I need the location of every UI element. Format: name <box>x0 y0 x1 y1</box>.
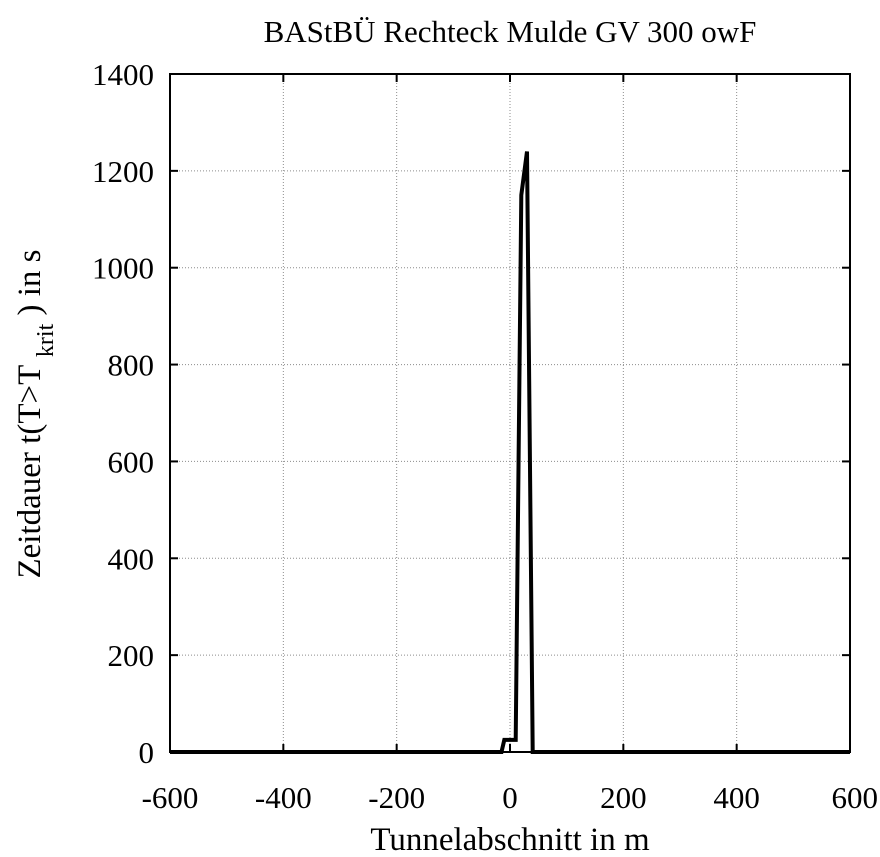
grid <box>170 74 850 752</box>
y-axis-label-suffix: ) in s <box>12 250 48 316</box>
chart-title: BAStBÜ Rechteck Mulde GV 300 owF <box>264 14 757 49</box>
y-tick-label: 1000 <box>92 251 154 286</box>
y-tick-label: 600 <box>108 444 155 479</box>
series-line <box>170 151 850 754</box>
x-tick-label: -400 <box>255 780 312 815</box>
x-tick-label: 400 <box>713 780 760 815</box>
y-tick-label: 400 <box>108 541 155 576</box>
x-tick-label: 600 <box>832 780 879 815</box>
y-tick-label: 200 <box>108 638 155 673</box>
x-tick-labels: -600 -400 -200 0 200 400 600 <box>142 780 878 815</box>
y-axis-label: Zeitdauer t(T>T krit ) in s <box>12 250 59 579</box>
x-tick-label: 200 <box>600 780 647 815</box>
y-tick-label: 1200 <box>92 154 154 189</box>
plot-series <box>170 151 850 754</box>
y-tick-label: 0 <box>139 735 155 770</box>
y-axis-label-subscript: krit <box>33 323 59 357</box>
y-tick-labels: 0 200 400 600 800 1000 1200 1400 <box>92 57 154 770</box>
x-tick-label: -200 <box>368 780 425 815</box>
x-tick-label: -600 <box>142 780 199 815</box>
y-axis-label-prefix: Zeitdauer t(T>T <box>12 365 48 579</box>
x-tick-label: 0 <box>502 780 518 815</box>
y-tick-label: 1400 <box>92 57 154 92</box>
axis-ticks <box>169 73 851 753</box>
x-axis-label: Tunnelabschnitt in m <box>370 822 650 857</box>
y-tick-label: 800 <box>108 348 155 383</box>
